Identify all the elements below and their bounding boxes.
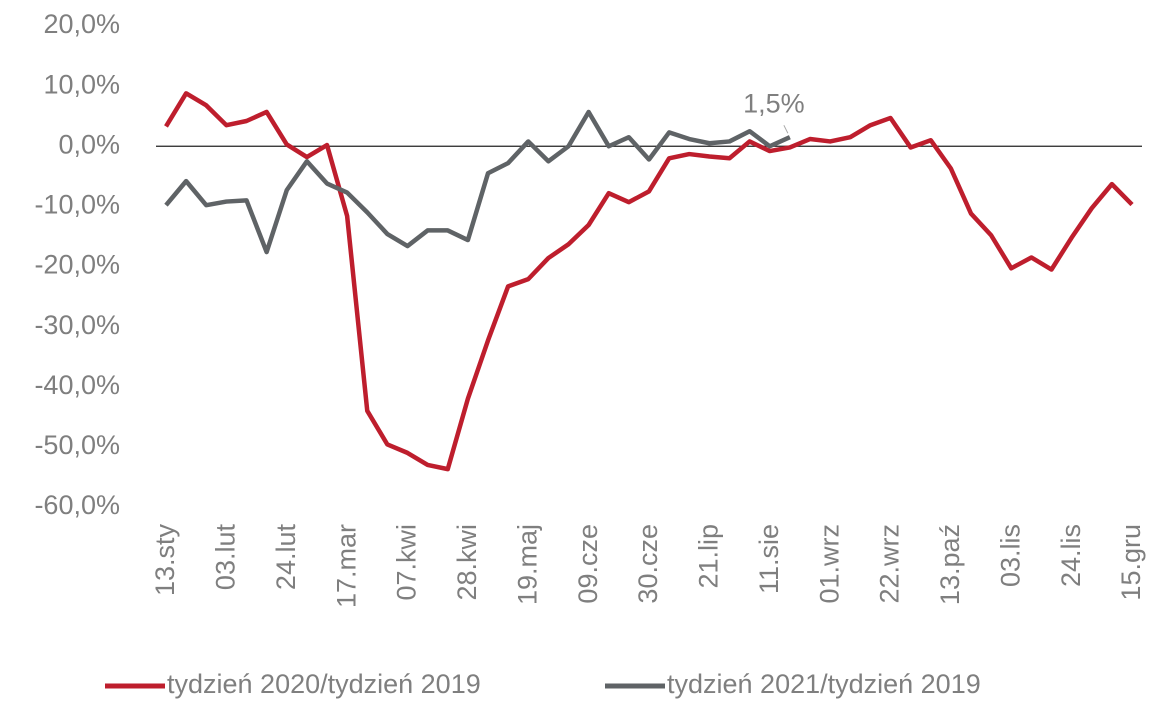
x-tick-label: 13.sty xyxy=(150,524,180,597)
y-tick-label: -60,0% xyxy=(34,490,120,520)
y-tick-label: -30,0% xyxy=(34,310,120,340)
x-tick-label: 03.lut xyxy=(211,524,241,591)
x-tick-label: 13.paź xyxy=(935,524,965,605)
legend-label: tydzień 2020/tydzień 2019 xyxy=(167,669,481,699)
x-tick-label: 21.lip xyxy=(694,524,724,589)
x-tick-label: 15.gru xyxy=(1116,524,1146,601)
x-tick-label: 24.lut xyxy=(271,524,301,591)
y-tick-label: 20,0% xyxy=(43,9,120,39)
label-leader xyxy=(783,125,789,134)
x-tick-label: 24.lis xyxy=(1056,524,1086,587)
x-tick-label: 09.cze xyxy=(573,524,603,604)
x-tick-label: 19.maj xyxy=(512,524,542,605)
x-tick-label: 17.mar xyxy=(331,524,361,608)
y-tick-label: -40,0% xyxy=(34,370,120,400)
y-tick-label: 0,0% xyxy=(58,129,120,159)
x-tick-label: 03.lis xyxy=(995,524,1025,587)
x-tick-label: 01.wrz xyxy=(814,524,844,604)
x-tick-label: 28.kwi xyxy=(452,524,482,601)
y-tick-label: -10,0% xyxy=(34,190,120,220)
y-tick-label: -50,0% xyxy=(34,430,120,460)
data-label: 1,5% xyxy=(743,88,805,118)
series-line xyxy=(164,109,791,255)
legend-label: tydzień 2021/tydzień 2019 xyxy=(667,669,981,699)
x-tick-label: 11.sie xyxy=(754,524,784,594)
x-tick-label: 22.wrz xyxy=(875,524,905,604)
y-tick-label: -20,0% xyxy=(34,250,120,280)
x-tick-label: 07.kwi xyxy=(392,524,422,601)
y-tick-label: 10,0% xyxy=(43,69,120,99)
series-line xyxy=(164,91,1134,472)
x-tick-label: 30.cze xyxy=(633,524,663,604)
